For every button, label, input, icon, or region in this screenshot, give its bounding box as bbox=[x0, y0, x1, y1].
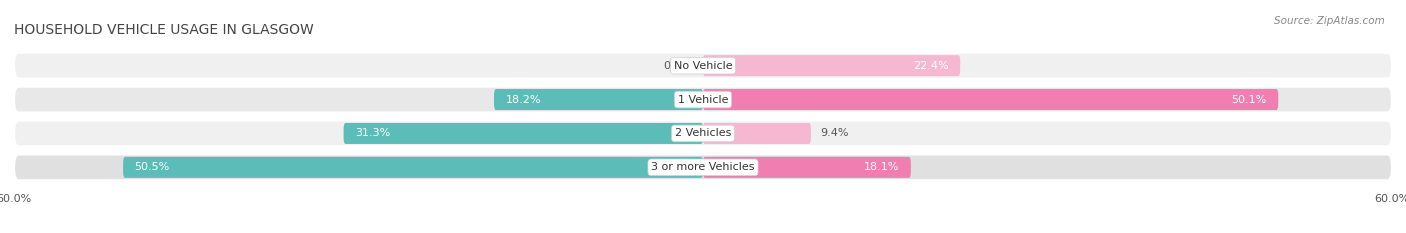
FancyBboxPatch shape bbox=[14, 120, 1392, 146]
Text: 18.2%: 18.2% bbox=[506, 95, 541, 105]
Text: 50.1%: 50.1% bbox=[1232, 95, 1267, 105]
Text: HOUSEHOLD VEHICLE USAGE IN GLASGOW: HOUSEHOLD VEHICLE USAGE IN GLASGOW bbox=[14, 23, 314, 37]
Text: 22.4%: 22.4% bbox=[912, 61, 949, 71]
FancyBboxPatch shape bbox=[703, 123, 811, 144]
Text: 3 or more Vehicles: 3 or more Vehicles bbox=[651, 162, 755, 172]
FancyBboxPatch shape bbox=[343, 123, 703, 144]
Text: 1 Vehicle: 1 Vehicle bbox=[678, 95, 728, 105]
FancyBboxPatch shape bbox=[703, 89, 1278, 110]
FancyBboxPatch shape bbox=[14, 154, 1392, 180]
FancyBboxPatch shape bbox=[14, 87, 1392, 113]
FancyBboxPatch shape bbox=[494, 89, 703, 110]
FancyBboxPatch shape bbox=[124, 157, 703, 178]
FancyBboxPatch shape bbox=[14, 53, 1392, 79]
Text: 9.4%: 9.4% bbox=[820, 128, 849, 138]
Text: 0.0%: 0.0% bbox=[664, 61, 692, 71]
Text: 18.1%: 18.1% bbox=[863, 162, 900, 172]
Text: 50.5%: 50.5% bbox=[135, 162, 170, 172]
Text: No Vehicle: No Vehicle bbox=[673, 61, 733, 71]
Text: Source: ZipAtlas.com: Source: ZipAtlas.com bbox=[1274, 16, 1385, 26]
Text: 2 Vehicles: 2 Vehicles bbox=[675, 128, 731, 138]
FancyBboxPatch shape bbox=[703, 55, 960, 76]
Text: 31.3%: 31.3% bbox=[356, 128, 391, 138]
FancyBboxPatch shape bbox=[703, 157, 911, 178]
